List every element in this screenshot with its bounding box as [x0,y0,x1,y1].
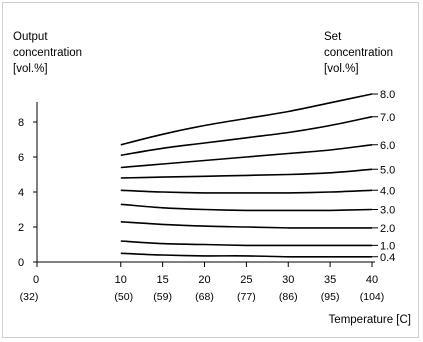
x-tick-label: 35 [324,274,336,286]
x-tick-sublabel: (68) [195,291,214,303]
series-line [120,252,372,258]
series-end-label: 1.0 [380,240,395,252]
y-label-right-line: Set [324,31,342,43]
y-tick-label: 2 [18,222,24,234]
x-tick-label: 40 [366,274,378,286]
x-tick-label: 15 [157,274,169,286]
y-label-left-line: Output [13,31,48,43]
x-tick-sublabel: (77) [237,291,256,303]
x-tick-label: 20 [198,274,210,286]
x-tick-sublabel: (86) [279,291,298,303]
y-tick-label: 4 [18,187,24,199]
x-tick-sublabel: (59) [153,291,172,303]
y-tick-label: 6 [18,152,24,164]
series-end-label: 8.0 [380,89,395,101]
y-label-left-line: concentration [13,47,82,59]
series-end-label: 4.0 [380,185,395,197]
series-line [120,240,372,247]
series-group: 8.0 7.0 6.0 5.0 4.0 3.0 2.0 1.00.4 [120,89,395,264]
y-tick-label: 8 [18,117,24,129]
series-line [120,93,373,146]
x-tick-label: 25 [240,274,252,286]
x-tick-sublabel: (95) [321,291,340,303]
series-line [120,168,373,179]
series-end-label: 3.0 [380,205,395,217]
series-end-label: 0.4 [380,252,395,264]
series-end-label: 6.0 [380,140,395,152]
series-line [120,115,373,157]
x-tick-sublabel: (104) [360,291,385,303]
y-ticks: 0 2 4 6 8 [18,117,37,269]
series-line [120,221,372,229]
series-line [120,144,373,169]
y-tick-label: 0 [18,257,24,269]
x-tick-label: 0 [33,274,39,286]
x-tick-sublabel: (32) [20,291,39,303]
chart-frame [2,2,419,338]
x-tick-sublabel: (50) [114,291,133,303]
series-end-label: 5.0 [380,164,395,176]
series-line [120,203,373,212]
series-end-label: 2.0 [380,223,395,235]
series-line [120,189,373,194]
y-axis-label-left: Output concentration [vol.%] [13,31,82,75]
y-label-right-line: concentration [324,47,393,59]
y-label-left-line: [vol.%] [13,63,48,75]
series-end-label: 7.0 [380,112,395,124]
x-tick-label: 30 [282,274,294,286]
x-ticks: 0 (32) 10 (50) 15 (59) 20 (68) 25 (77) 30 (86) 35 (95… [20,262,385,303]
y-label-right-line: [vol.%] [324,63,359,75]
x-axis-label: Temperature [C] [329,314,411,326]
y-axis-label-right: Set concentration [vol.%] [324,31,393,75]
x-tick-label: 10 [115,274,127,286]
